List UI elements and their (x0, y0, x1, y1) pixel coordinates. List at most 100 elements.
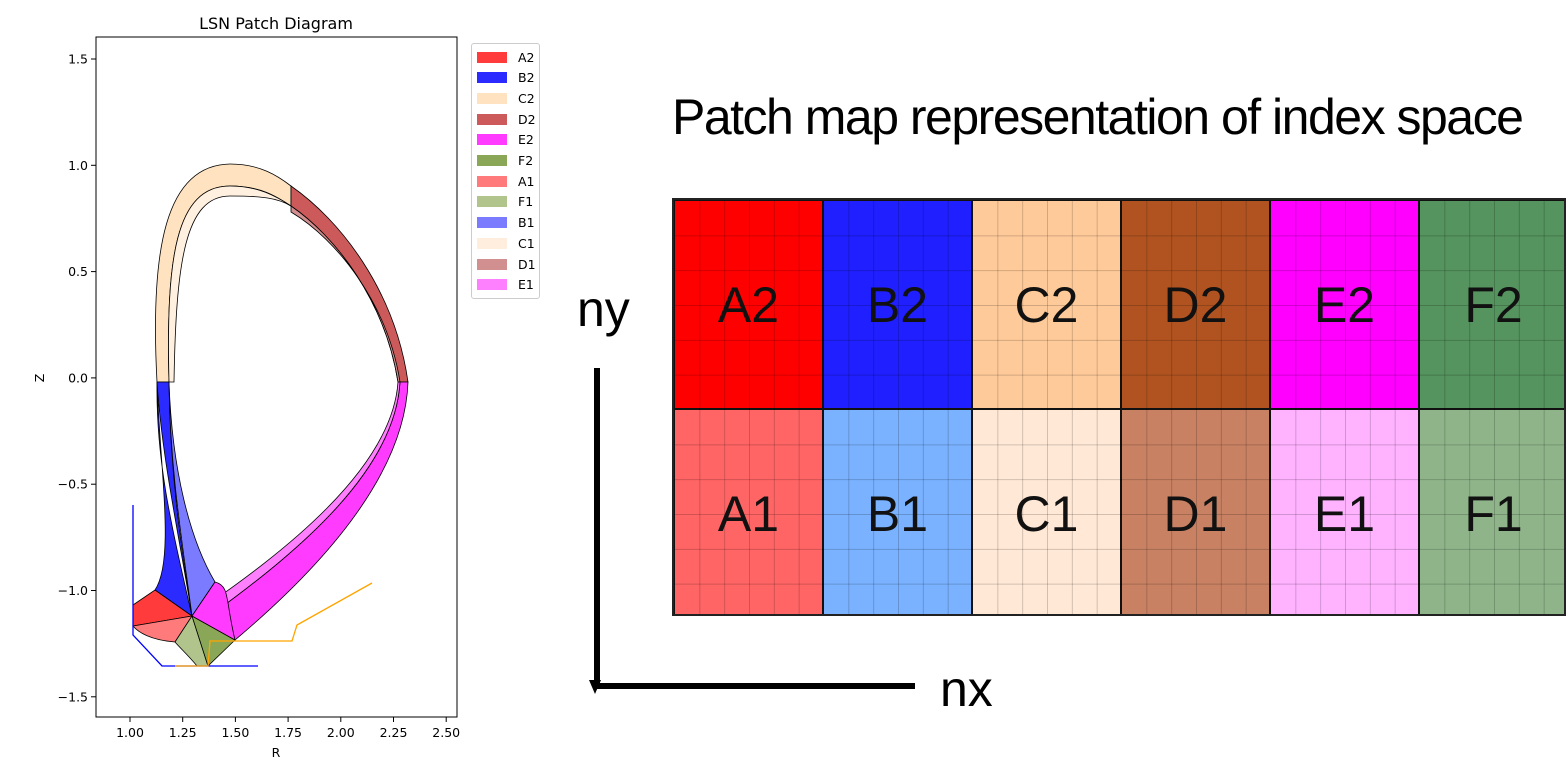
patch-cell-gridlines (1420, 201, 1564, 410)
patch-cell-gridlines (1420, 410, 1564, 614)
patch-cell-d2: D2 (1121, 200, 1271, 410)
patch-cell-f2: F2 (1419, 200, 1564, 410)
patch-cell-gridlines (824, 201, 973, 410)
patch-cell-c1: C1 (972, 409, 1122, 614)
legend-label: B2 (518, 70, 535, 86)
legend-swatch (477, 258, 507, 270)
legend-entry: F1 (477, 194, 534, 210)
patch-cell-gridlines (973, 410, 1122, 614)
patch-label: B2 (866, 276, 929, 333)
patch-label: D1 (1163, 485, 1228, 542)
x-tick-label: 2.25 (380, 725, 408, 740)
legend-label: E1 (518, 277, 534, 293)
patch-cell-e2: E2 (1270, 200, 1420, 410)
legend-entry: E2 (477, 132, 534, 148)
patch-cell-gridlines (1122, 201, 1271, 410)
legend-entry: D2 (477, 111, 536, 127)
patch-label: E2 (1313, 276, 1376, 333)
legend-entry: B2 (477, 70, 535, 86)
y-tick-label: 0.0 (68, 370, 88, 385)
index-axes-arrow (589, 368, 915, 694)
y-axis-label: Z (32, 374, 47, 383)
patch-cell-b2: B2 (823, 200, 973, 410)
patch-e2-lower (191, 581, 236, 641)
legend-swatch (477, 237, 507, 249)
legend-swatch (477, 155, 507, 166)
patch-label: A1 (717, 485, 780, 542)
patch-cell-c2: C2 (972, 200, 1122, 410)
patch-label: F2 (1464, 276, 1523, 333)
nx-label: nx (940, 661, 993, 717)
ny-label: ny (577, 281, 630, 337)
x-tick-label: 1.75 (274, 725, 302, 740)
x-tick-label: 1.00 (116, 725, 144, 740)
patch-label: C2 (1014, 276, 1079, 333)
legend-swatch (477, 175, 507, 187)
legend-label: D1 (518, 256, 536, 272)
patch-cell-d1: D1 (1121, 409, 1271, 614)
y-tick-label: 1.0 (68, 158, 88, 173)
patch-cell-gridlines (1271, 201, 1420, 410)
legend-label: E2 (518, 132, 534, 148)
plot-title: LSN Patch Diagram (199, 14, 353, 33)
x-tick-label: 2.00 (327, 725, 355, 740)
legend-swatch (477, 134, 507, 146)
x-tick-label: 2.50 (432, 725, 460, 740)
legend-entry: D1 (477, 256, 536, 272)
legend-swatch (477, 113, 507, 125)
patch-cell-gridlines (1122, 410, 1271, 614)
patch-cell-a1: A1 (674, 409, 824, 614)
legend-swatch (477, 279, 507, 291)
patch-map-title: Patch map representation of index space (672, 89, 1524, 145)
legend-entry: B1 (477, 215, 535, 231)
y-ticks: 1.5 1.0 0.5 0.0 −0.5 −1.0 −1.5 (58, 52, 96, 704)
patch-label: A2 (717, 276, 780, 333)
y-tick-label: −1.0 (58, 583, 88, 598)
patch-map-grid: A2 B2 C2 D2 E2 F2 A1 B1 C1 D1 E1 F1 (672, 198, 1566, 616)
lsn-patch-diagram: LSN Patch Diagram 1.00 1.25 1.5 (32, 14, 460, 760)
legend-label: D2 (518, 111, 536, 127)
legend-label: A2 (518, 49, 535, 65)
legend-swatch (477, 72, 507, 84)
legend-swatch (477, 217, 507, 229)
legend-label: F1 (518, 194, 534, 210)
patch-label: C1 (1014, 485, 1079, 542)
patch-cell-gridlines (675, 410, 824, 614)
legend-entry: F2 (477, 153, 534, 168)
wall-orange (175, 582, 373, 667)
legend-entry: E1 (477, 277, 534, 293)
legend-label: F2 (518, 153, 534, 168)
x-tick-label: 1.50 (221, 725, 249, 740)
y-tick-label: −0.5 (58, 477, 88, 492)
legend-label: B1 (518, 215, 535, 231)
patch-cell-gridlines (973, 201, 1122, 410)
legend-label: C1 (518, 235, 535, 251)
patch-label: F1 (1464, 485, 1523, 542)
legend-swatch (477, 51, 507, 63)
patch-cell-gridlines (824, 410, 973, 614)
legend-label: A1 (518, 173, 535, 189)
patch-cell-gridlines (1271, 410, 1420, 614)
legend-entry: A2 (477, 49, 535, 65)
legend-swatch (477, 92, 507, 104)
x-axis-label: R (272, 745, 281, 760)
patch-cell-gridlines (675, 201, 824, 410)
legend-label: C2 (518, 90, 535, 106)
legend-swatch (477, 196, 507, 208)
x-tick-label: 1.25 (169, 725, 197, 740)
x-ticks: 1.00 1.25 1.50 1.75 2.00 2.25 2.50 (116, 717, 460, 740)
legend: A2 B2 C2 D2 E2 F2 A1 F1 B1 C1 D1 E1 (471, 43, 540, 299)
patch-cell-a2: A2 (674, 200, 824, 410)
legend-entry: A1 (477, 173, 535, 189)
patch-label: B1 (866, 485, 929, 542)
patch-cell-e1: E1 (1270, 409, 1420, 614)
wall-blue (132, 505, 258, 667)
patch-cell-b1: B1 (823, 409, 973, 614)
legend-entry: C2 (477, 90, 535, 106)
y-tick-label: −1.5 (58, 689, 88, 704)
patch-label: E1 (1313, 485, 1376, 542)
patch-cell-f1: F1 (1419, 409, 1564, 614)
y-tick-label: 0.5 (68, 264, 88, 279)
legend-entry: C1 (477, 235, 535, 251)
patch-label: D2 (1163, 276, 1228, 333)
